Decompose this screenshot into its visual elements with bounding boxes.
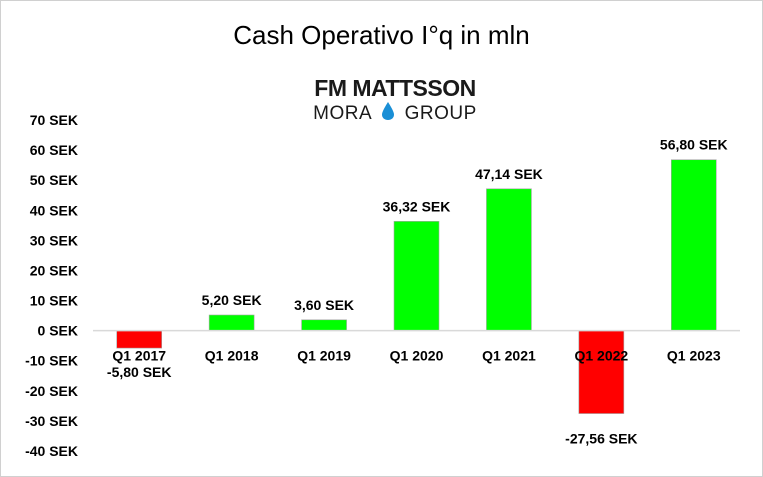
data-label: 3,60 SEK (294, 297, 354, 313)
x-tick-label: Q1 2018 (205, 348, 259, 364)
y-tick-label: -30 SEK (25, 413, 78, 429)
bar (670, 159, 717, 331)
x-tick-label: Q1 2022 (574, 348, 628, 364)
chart-title: Cash Operativo I°q in mln (233, 20, 530, 50)
bar (393, 221, 440, 331)
logo-wordmark: FM MATTSSON (314, 75, 476, 101)
y-tick-label: 60 SEK (30, 142, 78, 158)
data-label: 56,80 SEK (660, 137, 728, 153)
x-tick-label: Q1 2017 (112, 348, 166, 364)
y-tick-label: 10 SEK (30, 293, 78, 309)
bar (301, 319, 347, 331)
y-tick-label: -10 SEK (25, 353, 78, 369)
y-tick-label: 20 SEK (30, 262, 78, 278)
data-label: 36,32 SEK (383, 198, 451, 214)
bar (486, 188, 532, 331)
x-tick-label: Q1 2023 (667, 348, 721, 364)
x-tick-label: Q1 2021 (482, 348, 536, 364)
y-tick-label: -20 SEK (25, 383, 78, 399)
water-drop-icon (381, 102, 394, 120)
y-tick-label: 40 SEK (30, 202, 78, 218)
logo-subline-left: MORA (313, 103, 372, 124)
y-tick-label: 70 SEK (30, 112, 78, 128)
data-label: 5,20 SEK (202, 292, 262, 308)
logo-subline-right: GROUP (404, 103, 477, 124)
bar (116, 330, 163, 349)
y-tick-label: 0 SEK (38, 323, 78, 339)
logo-subline: MORA GROUP (300, 101, 490, 125)
data-label: 47,14 SEK (475, 166, 543, 182)
bar (578, 330, 625, 414)
x-tick-label: Q1 2019 (297, 348, 351, 364)
data-label: -5,80 SEK (107, 364, 172, 380)
bar (208, 314, 255, 331)
data-label: -27,56 SEK (565, 431, 637, 447)
x-tick-label: Q1 2020 (390, 348, 444, 364)
y-tick-label: 50 SEK (30, 172, 78, 188)
y-tick-label: -40 SEK (25, 443, 78, 459)
y-tick-label: 30 SEK (30, 232, 78, 248)
